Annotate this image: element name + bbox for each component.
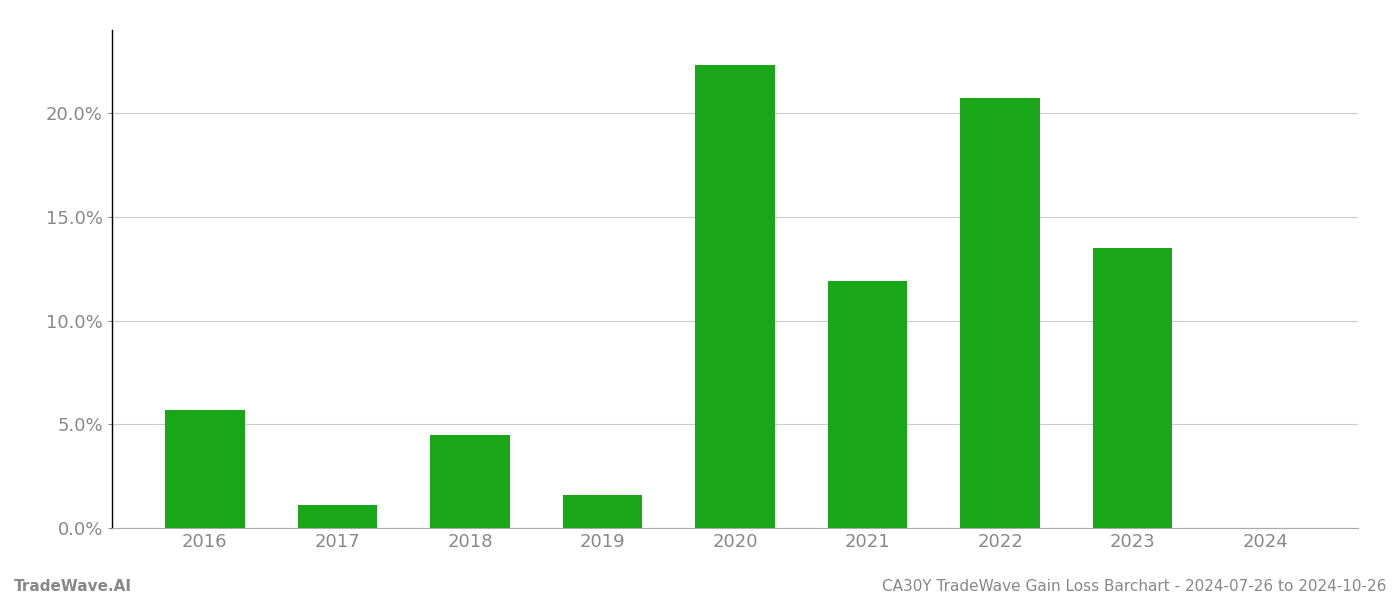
- Bar: [563, 495, 643, 528]
- Bar: [165, 410, 245, 528]
- Text: TradeWave.AI: TradeWave.AI: [14, 579, 132, 594]
- Bar: [827, 281, 907, 528]
- Bar: [298, 505, 377, 528]
- Bar: [960, 98, 1040, 528]
- Bar: [1093, 248, 1172, 528]
- Bar: [696, 65, 774, 528]
- Bar: [430, 434, 510, 528]
- Text: CA30Y TradeWave Gain Loss Barchart - 2024-07-26 to 2024-10-26: CA30Y TradeWave Gain Loss Barchart - 202…: [882, 579, 1386, 594]
